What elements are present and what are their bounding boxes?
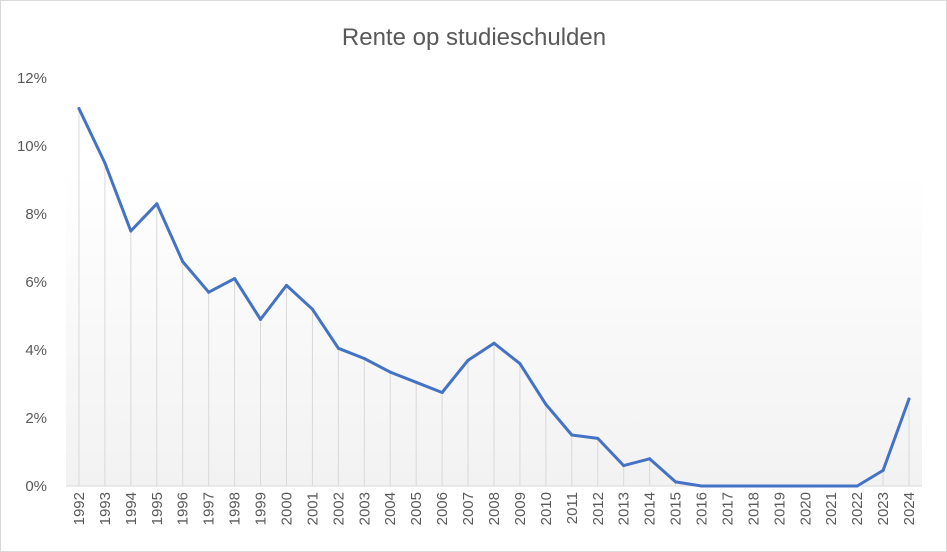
x-tick-label: 2018 xyxy=(745,492,762,525)
data-point-2021 xyxy=(829,484,833,488)
x-tick-label: 2017 xyxy=(719,492,736,525)
y-tick-label: 6% xyxy=(25,274,47,291)
x-tick-label: 2007 xyxy=(460,492,477,525)
data-point-2011 xyxy=(570,433,574,437)
x-tick-label: 1999 xyxy=(253,492,270,525)
data-point-1992 xyxy=(77,107,81,111)
y-tick-label: 2% xyxy=(25,410,47,427)
drop-lines xyxy=(78,108,910,486)
data-point-2001 xyxy=(310,307,314,311)
x-tick-label: 2004 xyxy=(382,492,399,525)
x-tick-label: 1995 xyxy=(149,492,166,525)
x-tick-label: 2010 xyxy=(538,492,555,525)
x-tick-label: 2009 xyxy=(512,492,529,525)
x-tick-label: 1994 xyxy=(123,492,140,525)
data-point-2006 xyxy=(440,391,444,394)
data-point-2022 xyxy=(855,484,859,488)
data-point-2010 xyxy=(544,402,548,406)
y-tick-label: 12% xyxy=(17,70,47,87)
data-point-2012 xyxy=(596,436,600,440)
data-point-2009 xyxy=(518,362,522,366)
x-tick-label: 2002 xyxy=(330,492,347,525)
series-line-group xyxy=(77,107,911,488)
x-tick-label: 2014 xyxy=(642,492,659,525)
data-point-1999 xyxy=(259,317,263,321)
data-point-2020 xyxy=(803,484,807,488)
x-tick-label: 1998 xyxy=(227,492,244,525)
data-point-2014 xyxy=(648,457,652,461)
data-point-2005 xyxy=(414,380,418,384)
x-tick-label: 2012 xyxy=(590,492,607,525)
data-point-2024 xyxy=(907,397,911,401)
data-point-2016 xyxy=(700,484,704,488)
x-tick-label: 1997 xyxy=(201,492,218,525)
data-point-1998 xyxy=(233,277,237,281)
x-tick-label: 2022 xyxy=(849,492,866,525)
data-point-2017 xyxy=(725,484,729,488)
data-point-2013 xyxy=(622,464,626,468)
y-tick-label: 4% xyxy=(25,342,47,359)
x-tick-label: 2011 xyxy=(564,492,581,524)
x-tick-label: 2013 xyxy=(616,492,633,525)
x-axis-ticks: 1992 1993 1994 1995 1996 1997 1998 1999 2000 2001… xyxy=(71,492,918,525)
x-tick-label: 1996 xyxy=(175,492,192,525)
x-tick-label: 2003 xyxy=(356,492,373,525)
data-point-2008 xyxy=(492,341,496,345)
data-point-2015 xyxy=(674,480,678,484)
x-tick-label: 2015 xyxy=(668,492,685,525)
data-point-2002 xyxy=(336,346,340,350)
x-tick-label: 1992 xyxy=(71,492,88,525)
data-point-1997 xyxy=(207,290,211,294)
x-tick-label: 2001 xyxy=(304,492,321,525)
x-tick-label: 2000 xyxy=(278,492,295,525)
y-tick-label: 10% xyxy=(17,138,47,155)
data-point-2023 xyxy=(881,468,885,472)
data-point-1996 xyxy=(181,260,185,264)
data-point-2003 xyxy=(362,357,366,360)
data-point-1993 xyxy=(103,161,107,165)
x-tick-label: 2020 xyxy=(797,492,814,525)
data-point-2018 xyxy=(751,484,755,488)
x-tick-label: 2019 xyxy=(771,492,788,525)
x-tick-label: 2005 xyxy=(408,492,425,525)
x-tick-label: 1993 xyxy=(97,492,114,525)
data-point-2000 xyxy=(284,283,288,287)
data-point-2019 xyxy=(777,484,781,488)
x-tick-label: 2016 xyxy=(694,492,711,525)
chart-title: Rente op studieschulden xyxy=(342,24,606,51)
data-point-2004 xyxy=(388,370,392,374)
data-point-2007 xyxy=(466,358,470,362)
y-axis-ticks: 0% 2% 4% 6% 8% 10% 12% xyxy=(17,70,47,495)
x-tick-label: 2008 xyxy=(486,492,503,525)
x-tick-label: 2021 xyxy=(823,492,840,525)
x-tick-label: 2024 xyxy=(901,492,918,525)
x-tick-label: 2006 xyxy=(434,492,451,525)
x-tick-label: 2023 xyxy=(875,492,892,525)
data-point-1995 xyxy=(155,202,159,206)
y-tick-label: 8% xyxy=(25,206,47,223)
y-tick-label: 0% xyxy=(25,478,47,495)
data-point-1994 xyxy=(129,229,133,233)
